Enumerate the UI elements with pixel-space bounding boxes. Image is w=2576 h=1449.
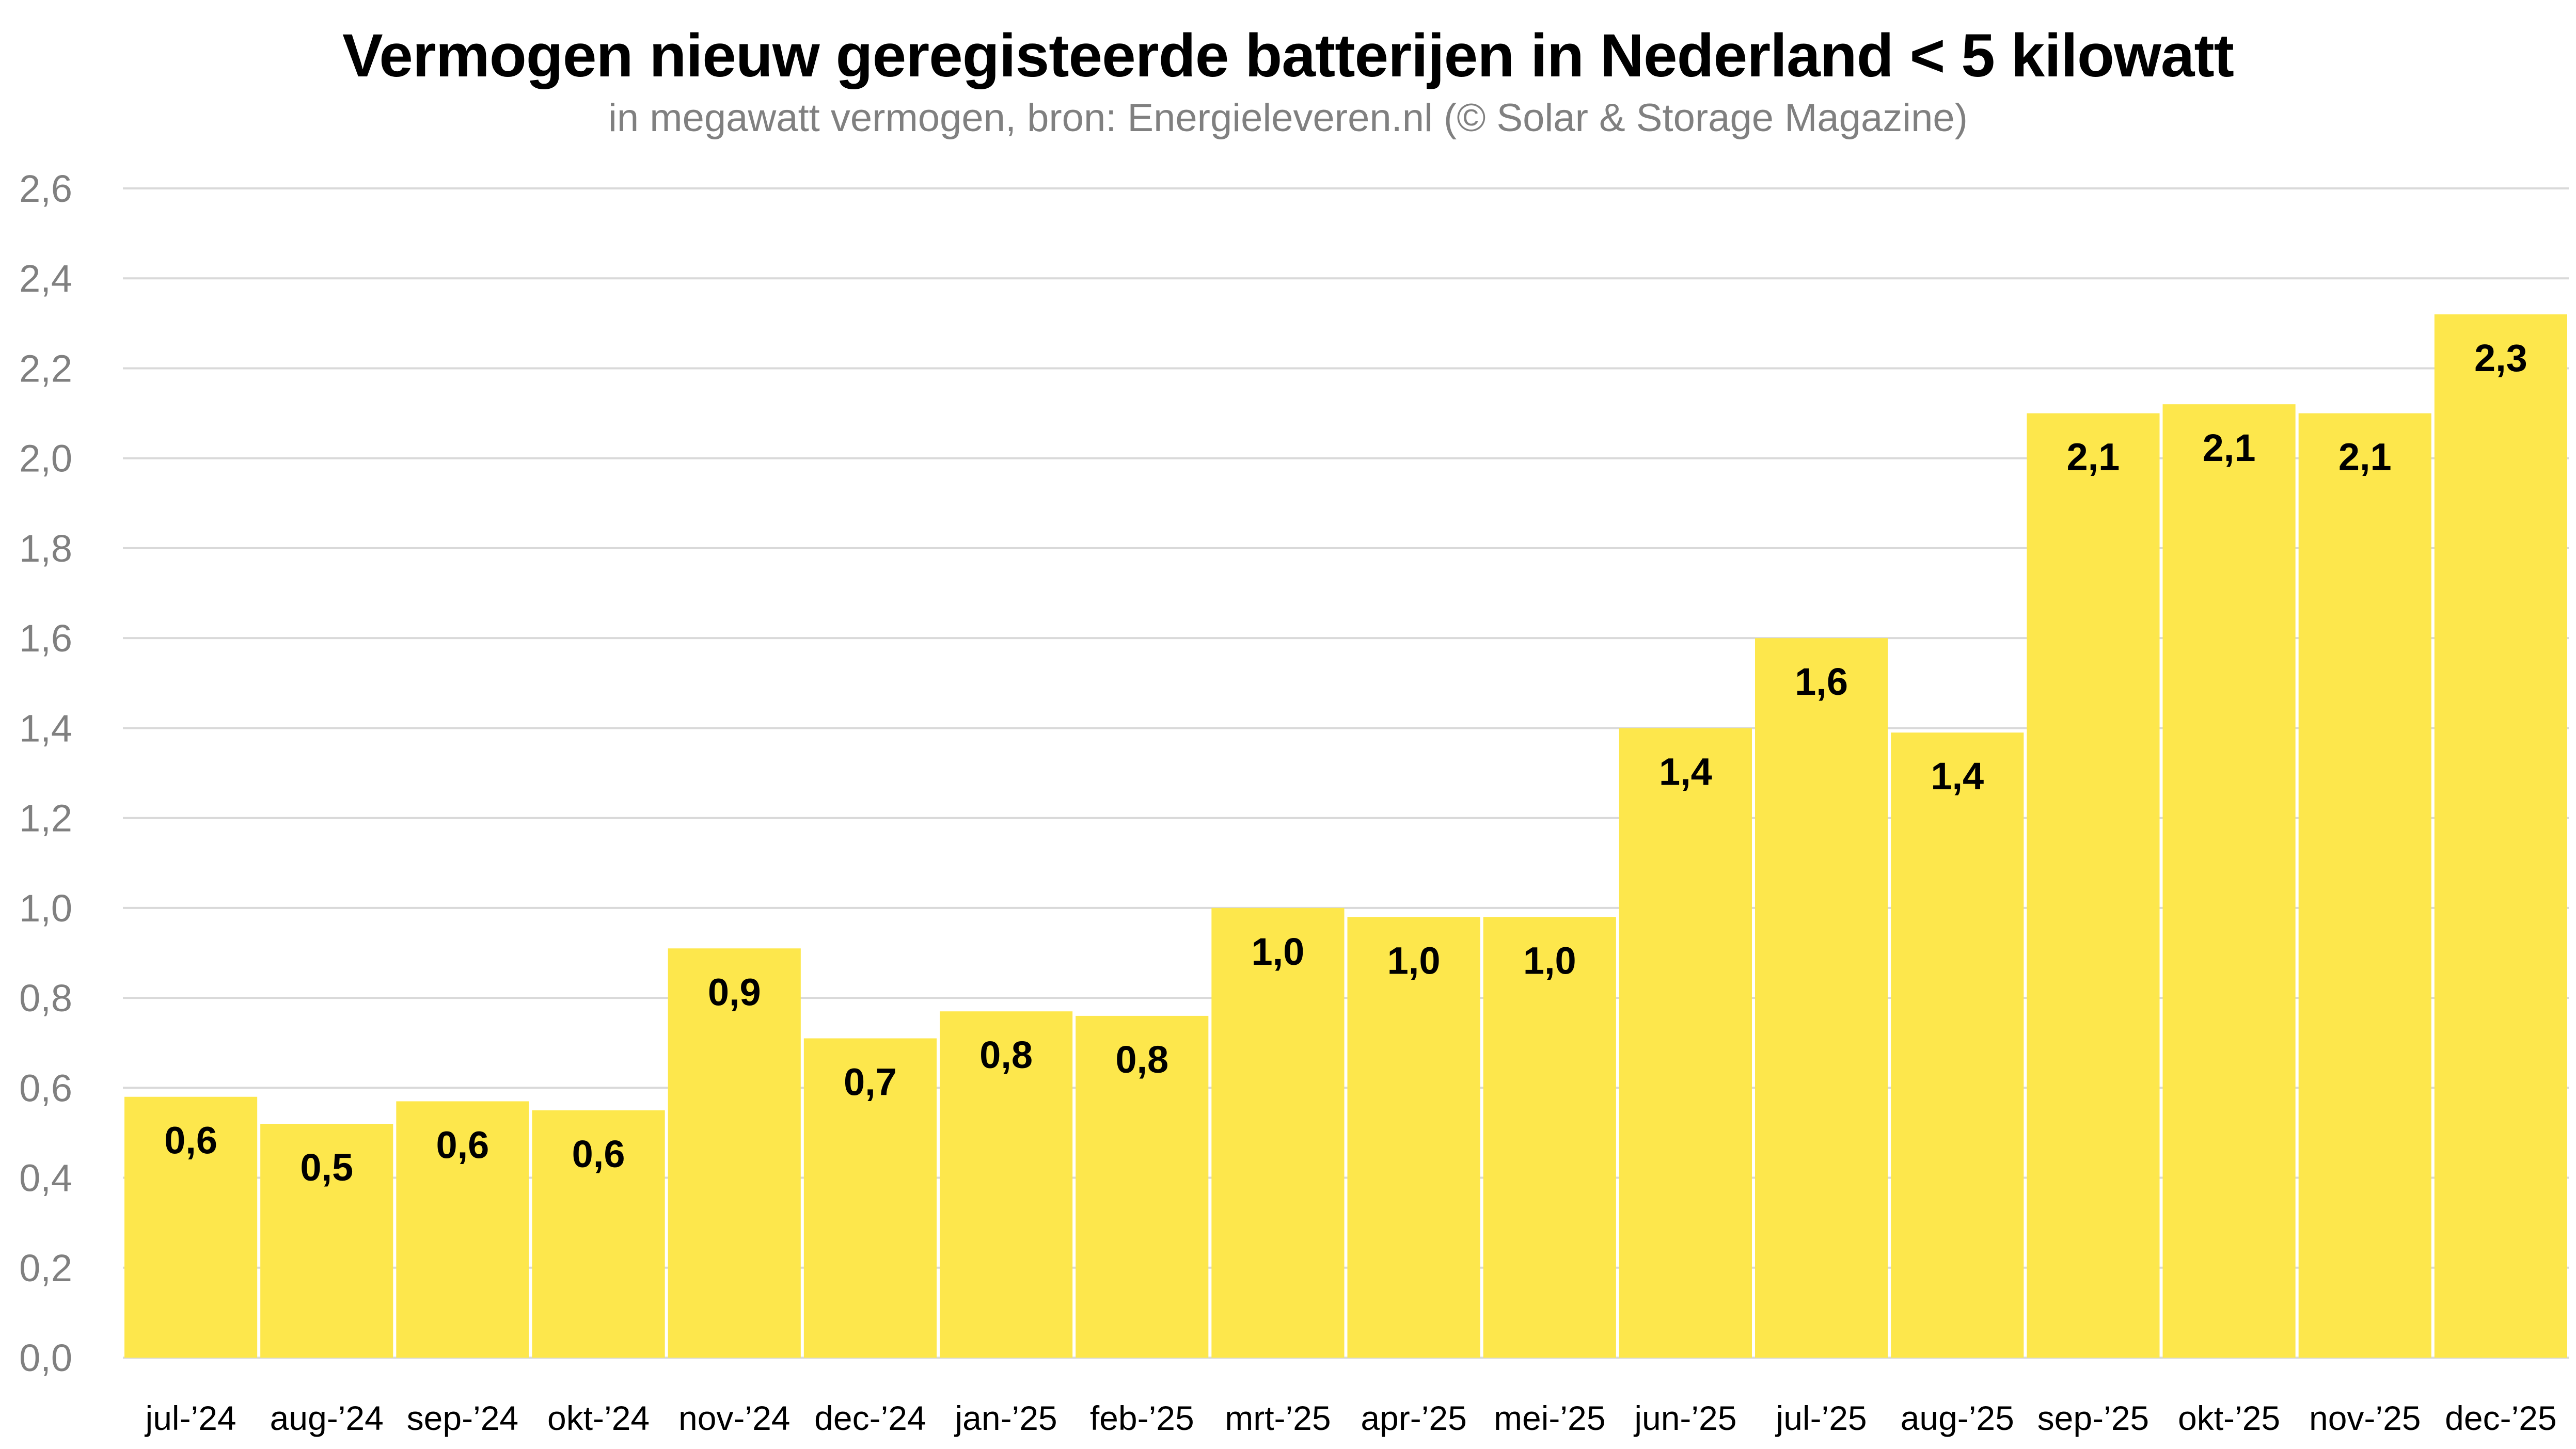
- bar: [1211, 907, 1345, 1358]
- bar: [532, 1110, 665, 1358]
- data-label: 1,4: [1659, 750, 1712, 793]
- x-tick-label: okt-’24: [547, 1399, 650, 1437]
- data-label: 2,1: [2203, 426, 2256, 469]
- bar: [1076, 1015, 1209, 1358]
- bar: [2434, 314, 2567, 1358]
- bar: [396, 1101, 529, 1358]
- chart-subtitle: in megawatt vermogen, bron: Energielever…: [608, 96, 1968, 140]
- data-label: 2,1: [2066, 436, 2120, 479]
- data-label: 0,6: [436, 1123, 489, 1166]
- y-tick-label: 2,6: [19, 167, 72, 210]
- chart-title: Vermogen nieuw geregisteerde batterijen …: [342, 22, 2234, 90]
- y-tick-label: 1,8: [19, 527, 72, 570]
- x-tick-label: dec-’24: [814, 1399, 926, 1437]
- bar: [940, 1011, 1073, 1358]
- x-tick-label: aug-’24: [270, 1399, 384, 1437]
- data-label: 1,4: [1931, 755, 1984, 798]
- data-label: 1,0: [1251, 930, 1304, 973]
- y-tick-label: 2,4: [19, 257, 72, 300]
- y-tick-label: 1,2: [19, 797, 72, 840]
- data-label: 0,6: [572, 1133, 625, 1175]
- x-tick-label: feb-’25: [1090, 1399, 1194, 1437]
- bar: [1891, 733, 2024, 1358]
- bar: [124, 1096, 258, 1358]
- x-tick-label: dec-’25: [2445, 1399, 2556, 1437]
- data-label: 1,0: [1523, 939, 1576, 982]
- bar: [1347, 917, 1480, 1358]
- x-tick-label: mei-’25: [1494, 1399, 1605, 1437]
- data-label: 1,0: [1387, 939, 1441, 982]
- x-tick-label: okt-’25: [2178, 1399, 2280, 1437]
- x-tick-label: jul-’25: [1775, 1399, 1867, 1437]
- x-tick-label: jun-’25: [1633, 1399, 1736, 1437]
- data-label: 2,3: [2474, 337, 2527, 379]
- bar: [1619, 728, 1752, 1358]
- bar: [2298, 413, 2431, 1358]
- x-tick-label: apr-’25: [1361, 1399, 1466, 1437]
- data-label: 1,6: [1795, 660, 1848, 703]
- y-tick-label: 1,4: [19, 707, 72, 750]
- x-tick-label: jul-’24: [145, 1399, 236, 1437]
- data-label: 0,8: [979, 1033, 1033, 1076]
- bar: [2027, 413, 2160, 1358]
- y-tick-label: 0,4: [19, 1157, 72, 1200]
- x-tick-label: nov-’24: [678, 1399, 790, 1437]
- data-label: 0,8: [1115, 1038, 1168, 1081]
- bar: [668, 948, 801, 1358]
- y-tick-label: 0,6: [19, 1066, 72, 1109]
- y-tick-label: 0,2: [19, 1247, 72, 1289]
- x-tick-label: sep-’24: [407, 1399, 518, 1437]
- data-label: 0,5: [300, 1146, 353, 1189]
- y-tick-label: 1,6: [19, 617, 72, 660]
- x-tick-label: sep-’25: [2037, 1399, 2149, 1437]
- x-tick-label: nov-’25: [2309, 1399, 2421, 1437]
- data-label: 0,6: [164, 1119, 217, 1162]
- bar: [1755, 638, 1888, 1358]
- bar: [1483, 917, 1616, 1358]
- y-tick-label: 2,2: [19, 347, 72, 390]
- y-tick-label: 0,0: [19, 1336, 72, 1379]
- x-tick-label: aug-’25: [1901, 1399, 2014, 1437]
- x-tick-label: mrt-’25: [1225, 1399, 1331, 1437]
- y-tick-label: 2,0: [19, 437, 72, 480]
- x-tick-label: jan-’25: [954, 1399, 1057, 1437]
- bar: [260, 1124, 393, 1358]
- y-tick-label: 1,0: [19, 887, 72, 930]
- bar: [2162, 404, 2296, 1358]
- data-label: 2,1: [2338, 436, 2392, 479]
- bar: [803, 1038, 937, 1358]
- y-tick-label: 0,8: [19, 977, 72, 1020]
- data-label: 0,7: [844, 1060, 897, 1103]
- data-label: 0,9: [708, 970, 761, 1013]
